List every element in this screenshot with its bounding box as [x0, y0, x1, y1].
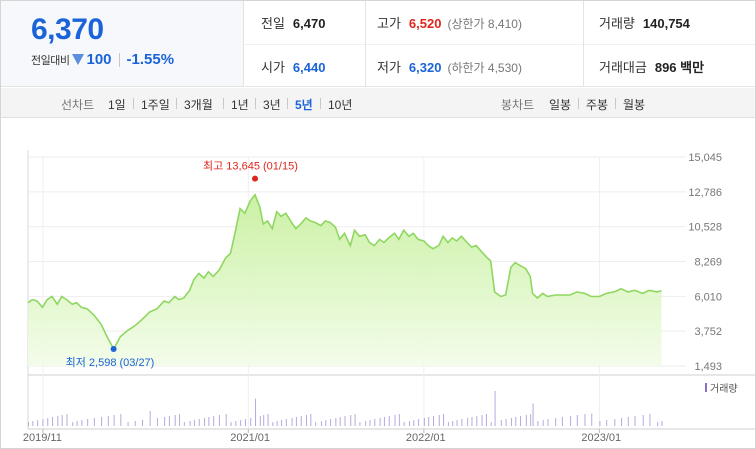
change-amount: 100 [86, 51, 112, 68]
divider [118, 52, 120, 67]
stat-amount-value: 896 백만 [654, 60, 705, 75]
stat-prev-value: 6,470 [292, 16, 326, 31]
period-10y[interactable]: 10년 [328, 98, 353, 112]
down-triangle-icon [72, 54, 85, 65]
stat-open-label: 시가 [261, 60, 285, 75]
stat-lower-limit: (하한가 4,530) [447, 61, 522, 75]
period-1y[interactable]: 1년 [231, 98, 249, 112]
stat-high-label: 고가 [377, 16, 401, 31]
current-price: 6,370 [31, 13, 104, 46]
change-percent: -1.55% [126, 51, 175, 68]
stat-amount-label: 거래대금 [599, 60, 647, 75]
period-1d[interactable]: 1일 [108, 98, 126, 112]
stat-volume: 거래량 140,754 [599, 13, 690, 32]
period-5y[interactable]: 5년 [295, 98, 313, 112]
period-3y[interactable]: 3년 [263, 98, 281, 112]
candle-monthly[interactable]: 월봉 [623, 98, 646, 112]
stat-amount: 거래대금 896 백만 [599, 57, 704, 76]
stat-upper-limit: (상한가 8,410) [447, 17, 522, 31]
stat-high-value: 6,520 [408, 16, 442, 31]
stat-low: 저가 6,320 (하한가 4,530) [377, 57, 522, 76]
line-chart-label: 선차트 [61, 98, 95, 112]
period-3m[interactable]: 3개월 [184, 98, 213, 112]
candle-chart-label: 봉차트 [501, 98, 535, 112]
period-1w[interactable]: 1주일 [141, 98, 170, 112]
stat-low-label: 저가 [377, 60, 401, 75]
stat-low-value: 6,320 [408, 60, 442, 75]
candle-weekly[interactable]: 주봉 [586, 98, 609, 112]
candle-daily[interactable]: 일봉 [549, 98, 572, 112]
stat-open-value: 6,440 [292, 60, 326, 75]
stat-prev: 전일 6,470 [261, 13, 325, 32]
change-label: 전일대비 [31, 54, 70, 67]
stat-prev-label: 전일 [261, 16, 285, 31]
price-summary: 6,370 전일대비 100 -1.55% [1, 1, 244, 87]
stat-volume-label: 거래량 [599, 16, 635, 31]
change-row: 전일대비 100 -1.55% [31, 51, 174, 68]
stat-volume-value: 140,754 [642, 16, 690, 31]
stat-high: 고가 6,520 (상한가 8,410) [377, 13, 522, 32]
chart-toolbar: 선차트 1일 1주일 3개월 1년 3년 5년 10년 봉차트 일봉 주봉 월봉 [1, 88, 755, 118]
stat-open: 시가 6,440 [261, 57, 325, 76]
price-stats: 전일 6,470 시가 6,440 고가 6,520 (상한가 8,410) 저… [245, 1, 755, 87]
